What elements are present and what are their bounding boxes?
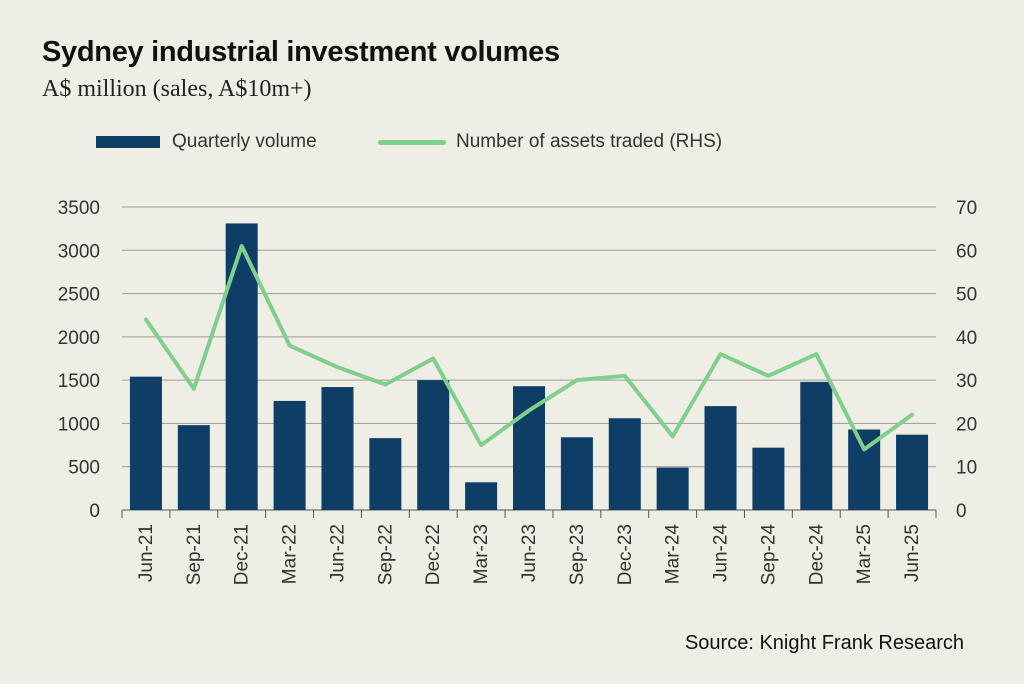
y-left-tick-label: 3000 (58, 241, 100, 262)
bar (800, 381, 833, 510)
y-right-tick-label: 10 (956, 458, 977, 479)
bar (273, 400, 306, 510)
y-right-tick-label: 60 (956, 241, 977, 262)
x-tick-label: Jun-21 (136, 524, 157, 582)
bar (465, 482, 498, 510)
bar (752, 447, 785, 510)
bar (513, 386, 545, 510)
bar (896, 434, 929, 510)
y-left-tick-label: 500 (68, 458, 100, 479)
x-tick-label: Jun-24 (711, 524, 732, 583)
x-tick-label: Jun-25 (902, 524, 923, 582)
bar (608, 418, 641, 510)
x-tick-label: Mar-25 (854, 524, 875, 584)
bar (321, 387, 354, 510)
source-note: Source: Knight Frank Research (684, 632, 964, 654)
x-tick-label: Dec-24 (806, 524, 827, 586)
legend-item-bar: Quarterly volume (96, 131, 317, 153)
y-left-tick-label: 0 (89, 501, 100, 522)
bar (369, 438, 402, 510)
y-right-tick-label: 40 (956, 328, 977, 349)
x-tick-label: Sep-23 (567, 524, 588, 585)
x-tick-label: Jun-23 (519, 524, 540, 582)
y-left-tick-label: 1500 (58, 371, 100, 392)
y-right-tick-label: 30 (956, 371, 977, 392)
y-left-tick-label: 2000 (58, 328, 100, 349)
bar (417, 380, 450, 510)
x-tick-label: Mar-22 (280, 524, 301, 584)
x-tick-label: Mar-24 (663, 524, 684, 585)
x-tick-label: Sep-22 (375, 524, 396, 585)
y-right-tick-label: 20 (956, 414, 977, 435)
x-tick-label: Mar-23 (471, 524, 492, 584)
y-right-tick-label: 70 (956, 198, 977, 219)
y-right-tick-label: 50 (956, 285, 977, 306)
x-tick-label: Jun-22 (327, 524, 348, 582)
chart-title: Sydney industrial investment volumes (42, 36, 560, 68)
x-tick-label: Dec-21 (232, 524, 253, 585)
bar (560, 437, 593, 510)
legend-bar-swatch (96, 136, 160, 148)
legend-bar-label: Quarterly volume (172, 131, 317, 152)
legend-item-line: Number of assets traded (RHS) (378, 131, 722, 153)
x-tick-label: Sep-24 (758, 524, 779, 586)
x-tick-label: Dec-23 (615, 524, 636, 585)
legend-line-label: Number of assets traded (RHS) (456, 131, 723, 152)
y-left-tick-label: 2500 (58, 285, 100, 306)
bar (129, 376, 162, 510)
x-tick-label: Sep-21 (184, 524, 205, 585)
y-left-tick-label: 3500 (58, 198, 100, 219)
y-left-tick-label: 1000 (58, 414, 100, 435)
bar (704, 406, 737, 510)
bar (177, 425, 210, 510)
bar (656, 467, 689, 510)
y-right-tick-label: 0 (956, 501, 967, 522)
x-tick-label: Dec-22 (423, 524, 444, 585)
legend-line-swatch (378, 139, 446, 145)
chart-subtitle: A$ million (sales, A$10m+) (42, 76, 312, 102)
